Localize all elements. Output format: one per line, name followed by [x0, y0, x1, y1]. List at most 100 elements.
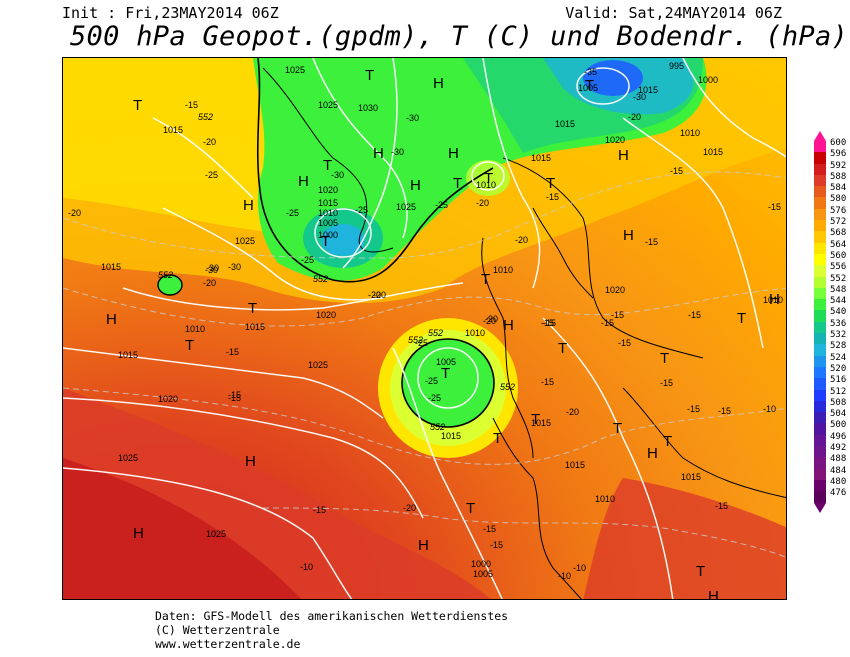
legend-swatch	[814, 186, 826, 198]
svg-text:-15: -15	[687, 404, 700, 414]
pressure-system-label: T	[481, 271, 490, 288]
legend-swatch	[814, 389, 826, 401]
svg-text:552: 552	[500, 382, 515, 392]
svg-text:1015: 1015	[555, 119, 575, 129]
legend-level-label: 500	[830, 420, 847, 431]
svg-text:1005: 1005	[318, 218, 338, 228]
svg-text:1025: 1025	[318, 100, 338, 110]
pressure-system-label: T	[248, 300, 257, 317]
legend-swatch	[814, 400, 826, 413]
pressure-system-label: H	[448, 145, 459, 162]
svg-text:1025: 1025	[396, 202, 416, 212]
svg-text:-20: -20	[368, 290, 381, 300]
svg-text:-30: -30	[331, 170, 344, 180]
svg-text:-10: -10	[300, 562, 313, 572]
pressure-system-label: T	[585, 77, 594, 94]
legend-level-label: 540	[830, 307, 847, 318]
footer-copyright: (C) Wetterzentrale	[155, 623, 280, 637]
svg-text:-15: -15	[715, 501, 728, 511]
svg-text:-20: -20	[68, 208, 81, 218]
svg-text:-15: -15	[601, 318, 614, 328]
pressure-system-label: T	[546, 175, 555, 192]
svg-text:1025: 1025	[235, 236, 255, 246]
pressure-system-label: T	[323, 157, 332, 174]
legend-level-label: 580	[830, 194, 847, 205]
legend-level-label: 536	[830, 318, 847, 329]
svg-text:1015: 1015	[681, 472, 701, 482]
legend-level-label: 512	[830, 386, 847, 397]
svg-text:-20: -20	[476, 198, 489, 208]
svg-text:-15: -15	[546, 192, 559, 202]
svg-text:1015: 1015	[118, 350, 138, 360]
legend-level-label: 592	[830, 160, 847, 171]
pressure-system-label: T	[493, 430, 502, 447]
legend-level-label: 560	[830, 250, 847, 261]
svg-text:552: 552	[198, 112, 213, 122]
svg-text:552: 552	[428, 328, 443, 338]
legend-swatch	[814, 299, 826, 311]
legend-level-label: 572	[830, 217, 847, 228]
svg-text:-15: -15	[226, 347, 239, 357]
svg-text:-15: -15	[611, 310, 624, 320]
svg-text:1015: 1015	[101, 262, 121, 272]
legend-level-label: 568	[830, 228, 847, 239]
svg-text:1020: 1020	[318, 185, 338, 195]
svg-text:1025: 1025	[118, 453, 138, 463]
svg-text:-15: -15	[645, 237, 658, 247]
legend-level-label: 492	[830, 443, 847, 454]
svg-text:1015: 1015	[565, 460, 585, 470]
svg-text:1015: 1015	[163, 125, 183, 135]
legend-swatch	[814, 152, 826, 164]
pressure-system-label: T	[185, 337, 194, 354]
pressure-system-label: T	[531, 411, 540, 428]
svg-text:-25: -25	[425, 376, 438, 386]
svg-text:-20: -20	[628, 112, 641, 122]
legend-level-label: 508	[830, 397, 847, 408]
map-canvas: T H H H H H H H H H H H H H H H T T T T …	[63, 58, 786, 600]
svg-text:1010: 1010	[595, 494, 615, 504]
svg-text:-15: -15	[541, 377, 554, 387]
svg-text:1005: 1005	[578, 83, 598, 93]
pressure-system-label: T	[660, 350, 669, 367]
svg-text:1000: 1000	[318, 230, 338, 240]
svg-text:-25: -25	[301, 255, 314, 265]
svg-text:1010: 1010	[476, 180, 496, 190]
svg-text:1025: 1025	[308, 360, 328, 370]
svg-text:1010: 1010	[465, 328, 485, 338]
geopotential-labels: 552 552 552 552 552 552 552	[158, 112, 515, 432]
legend-arrow-down-icon	[814, 502, 826, 513]
contour-552-west	[157, 274, 183, 296]
legend-swatch	[814, 479, 826, 492]
svg-text:-15: -15	[688, 310, 701, 320]
svg-text:-15: -15	[185, 100, 198, 110]
pressure-system-label: H	[708, 588, 719, 600]
svg-text:-30: -30	[228, 262, 241, 272]
svg-text:-15: -15	[618, 338, 631, 348]
pressure-system-label: H	[133, 525, 144, 542]
pressure-system-label: H	[418, 537, 429, 554]
legend-swatch	[814, 412, 826, 424]
svg-text:-20: -20	[515, 235, 528, 245]
svg-text:1025: 1025	[285, 65, 305, 75]
svg-text:-30: -30	[206, 263, 219, 273]
svg-text:1025: 1025	[206, 529, 226, 539]
pressure-system-label: H	[243, 197, 254, 214]
legend-level-label: 484	[830, 465, 847, 476]
legend-level-label: 588	[830, 171, 847, 182]
legend-swatch	[814, 491, 826, 503]
legend-swatch	[814, 333, 826, 345]
svg-text:1015: 1015	[531, 418, 551, 428]
svg-text:-15: -15	[660, 378, 673, 388]
pressure-system-label: H	[618, 147, 629, 164]
svg-text:1015: 1015	[318, 198, 338, 208]
pressure-system-label: H	[769, 291, 780, 308]
coastlines	[262, 67, 786, 599]
footer-credits: Daten: GFS-Modell des amerikanischen Wet…	[155, 609, 508, 651]
svg-text:-30: -30	[633, 92, 646, 102]
legend-swatch	[814, 253, 826, 266]
legend-swatch	[814, 276, 826, 288]
svg-text:-25: -25	[428, 393, 441, 403]
pressure-system-label: T	[558, 340, 567, 357]
legend-swatch	[814, 174, 826, 187]
svg-text:1020: 1020	[605, 135, 625, 145]
